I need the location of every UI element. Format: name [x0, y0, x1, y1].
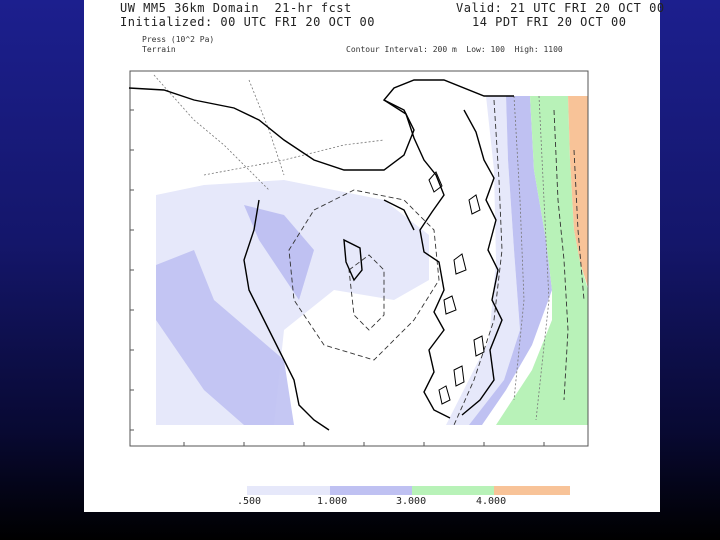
header-init: Initialized: 00 UTC FRI 20 OCT 00	[120, 15, 375, 29]
map-panel: UW MM5 36km Domain 21-hr fcst Initialize…	[84, 0, 664, 512]
legend-swatch-1	[247, 486, 330, 495]
header-field: Press (10^2 Pa)	[142, 35, 215, 44]
terrain-shading	[156, 96, 588, 425]
header-terrain: Terrain	[142, 45, 176, 54]
header-contour-info: Contour Interval: 200 m Low: 100 High: 1…	[346, 45, 563, 54]
coastline	[128, 79, 514, 431]
frame-ticks	[130, 109, 545, 446]
legend-bar	[247, 486, 570, 495]
legend-swatch-3	[412, 486, 494, 495]
header-valid-utc: Valid: 21 UTC FRI 20 OCT 00	[456, 1, 665, 15]
legend-label-4: 4.000	[476, 496, 507, 507]
legend-label-1: .500	[237, 496, 262, 507]
header-valid-pdt: 14 PDT FRI 20 OCT 00	[472, 15, 627, 29]
map-frame	[129, 70, 589, 447]
contour-lines	[288, 99, 585, 426]
legend-label-3: 3.000	[396, 496, 427, 507]
legend-swatch-2	[330, 486, 412, 495]
graticule	[153, 74, 550, 421]
header-title: UW MM5 36km Domain 21-hr fcst	[120, 1, 352, 15]
legend-swatch-4	[494, 486, 570, 495]
legend-label-2: 1.000	[317, 496, 348, 507]
islands	[428, 171, 485, 405]
